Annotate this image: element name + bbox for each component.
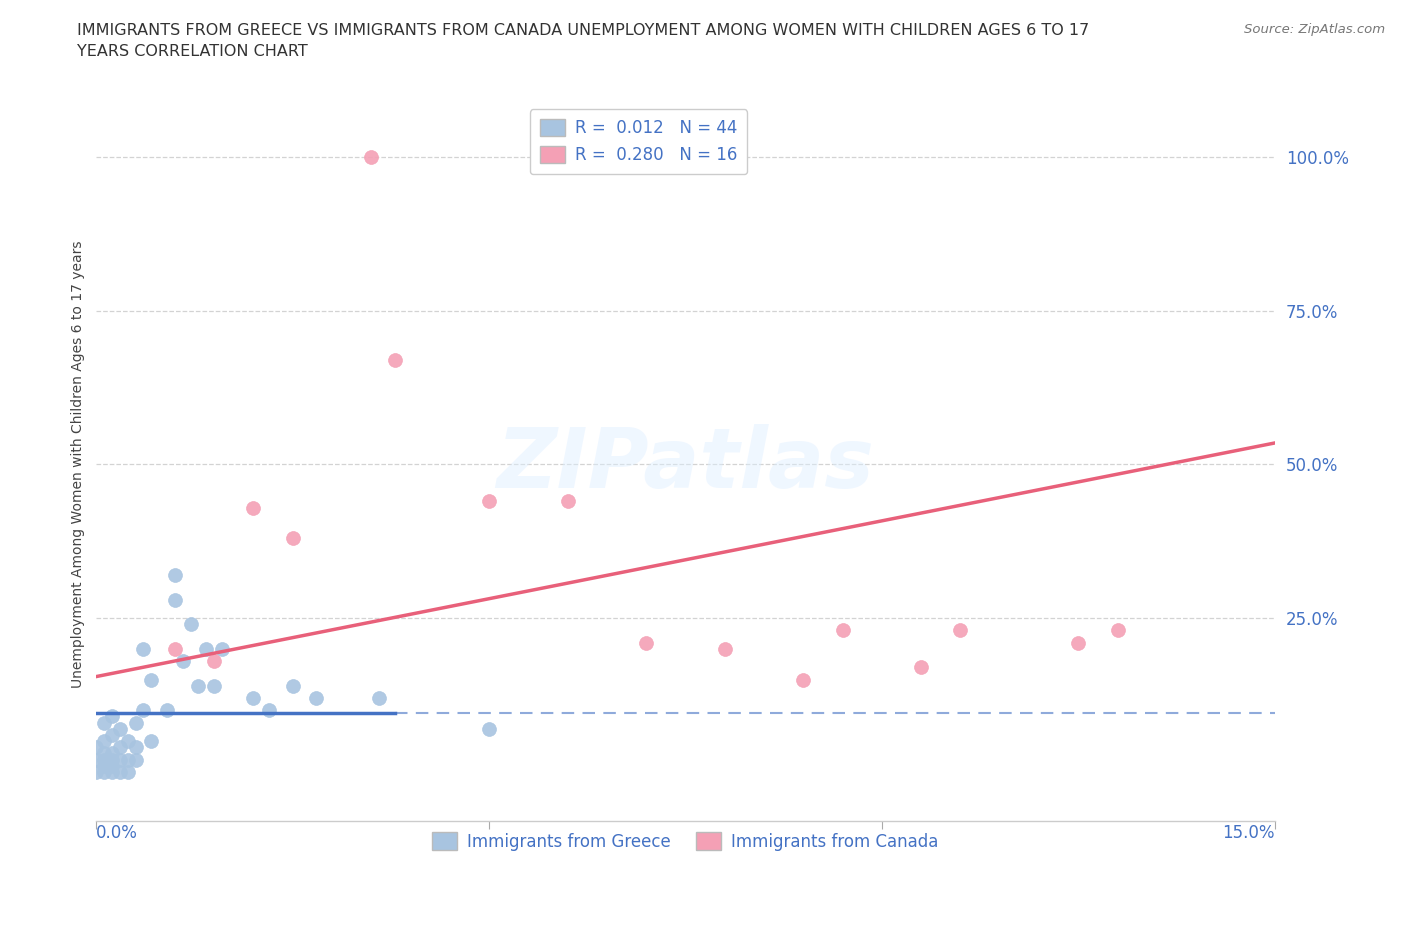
Point xyxy=(93,752,115,767)
Text: Source: ZipAtlas.com: Source: ZipAtlas.com xyxy=(1244,23,1385,36)
Point xyxy=(1107,623,1129,638)
Point xyxy=(101,752,124,767)
Point xyxy=(108,752,131,767)
Point xyxy=(141,672,163,687)
Point xyxy=(124,752,146,767)
Point xyxy=(141,734,163,749)
Point xyxy=(792,672,814,687)
Point xyxy=(163,592,186,607)
Point xyxy=(93,746,115,761)
Point xyxy=(101,746,124,761)
Point xyxy=(187,678,209,693)
Point xyxy=(242,500,264,515)
Point xyxy=(636,635,658,650)
Text: 0.0%: 0.0% xyxy=(97,824,138,842)
Point xyxy=(86,739,108,754)
Point xyxy=(86,752,108,767)
Point xyxy=(242,691,264,706)
Point xyxy=(368,691,391,706)
Point xyxy=(132,703,155,718)
Point xyxy=(202,654,225,669)
Point xyxy=(172,654,194,669)
Text: IMMIGRANTS FROM GREECE VS IMMIGRANTS FROM CANADA UNEMPLOYMENT AMONG WOMEN WITH C: IMMIGRANTS FROM GREECE VS IMMIGRANTS FRO… xyxy=(77,23,1090,60)
Point xyxy=(132,642,155,657)
Point xyxy=(202,678,225,693)
Point xyxy=(93,764,115,779)
Point xyxy=(478,494,501,509)
Point xyxy=(1067,635,1090,650)
Point xyxy=(108,722,131,737)
Point xyxy=(117,764,139,779)
Point xyxy=(557,494,579,509)
Point xyxy=(86,764,108,779)
Point xyxy=(93,758,115,773)
Point xyxy=(384,352,406,367)
Point xyxy=(714,642,737,657)
Point xyxy=(163,642,186,657)
Point xyxy=(195,642,218,657)
Text: 15.0%: 15.0% xyxy=(1222,824,1275,842)
Point xyxy=(281,678,304,693)
Point xyxy=(117,734,139,749)
Point xyxy=(949,623,972,638)
Point xyxy=(360,150,382,165)
Point xyxy=(117,752,139,767)
Point xyxy=(180,617,202,631)
Text: ZIPatlas: ZIPatlas xyxy=(496,424,875,505)
Y-axis label: Unemployment Among Women with Children Ages 6 to 17 years: Unemployment Among Women with Children A… xyxy=(72,241,86,688)
Point xyxy=(910,660,932,675)
Point xyxy=(305,691,328,706)
Point xyxy=(163,567,186,582)
Point xyxy=(101,758,124,773)
Point xyxy=(281,531,304,546)
Legend: Immigrants from Greece, Immigrants from Canada: Immigrants from Greece, Immigrants from … xyxy=(425,824,946,859)
Point xyxy=(93,734,115,749)
Point xyxy=(93,715,115,730)
Point xyxy=(478,722,501,737)
Point xyxy=(124,739,146,754)
Point xyxy=(124,715,146,730)
Point xyxy=(101,709,124,724)
Point xyxy=(108,764,131,779)
Point xyxy=(257,703,280,718)
Point xyxy=(156,703,179,718)
Point xyxy=(101,727,124,742)
Point xyxy=(831,623,853,638)
Point xyxy=(108,739,131,754)
Point xyxy=(101,764,124,779)
Point xyxy=(211,642,233,657)
